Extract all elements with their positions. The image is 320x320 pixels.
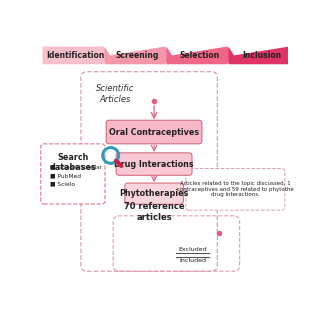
Text: ■ Scielo: ■ Scielo [50, 181, 75, 186]
Text: ■ PubMed: ■ PubMed [50, 173, 81, 178]
Text: Drug Interactions: Drug Interactions [114, 160, 194, 169]
Text: Excluded: Excluded [178, 247, 207, 252]
Text: Phytotherapies: Phytotherapies [119, 189, 189, 198]
Text: Articles related to the topic discussed, 1
contraceptives and 59 related to phyt: Articles related to the topic discussed,… [177, 181, 293, 197]
Polygon shape [104, 46, 171, 64]
Polygon shape [228, 46, 289, 64]
Text: Included: Included [179, 258, 206, 263]
FancyBboxPatch shape [116, 153, 192, 175]
Text: Oral Contraceptives: Oral Contraceptives [109, 128, 199, 137]
Text: Selection: Selection [180, 51, 220, 60]
Polygon shape [166, 46, 233, 64]
FancyBboxPatch shape [41, 144, 105, 204]
Text: 70 reference
articles: 70 reference articles [124, 203, 184, 222]
Text: ■ Google Scholar: ■ Google Scholar [50, 165, 102, 170]
Text: Search
databases: Search databases [50, 153, 96, 172]
Polygon shape [43, 46, 109, 64]
Text: Inclusion: Inclusion [242, 51, 281, 60]
FancyBboxPatch shape [106, 120, 202, 144]
Text: Identification: Identification [46, 51, 105, 60]
FancyBboxPatch shape [125, 183, 183, 204]
Text: Screening: Screening [116, 51, 159, 60]
Text: Scientific
Articles: Scientific Articles [96, 84, 135, 104]
FancyBboxPatch shape [186, 169, 285, 210]
